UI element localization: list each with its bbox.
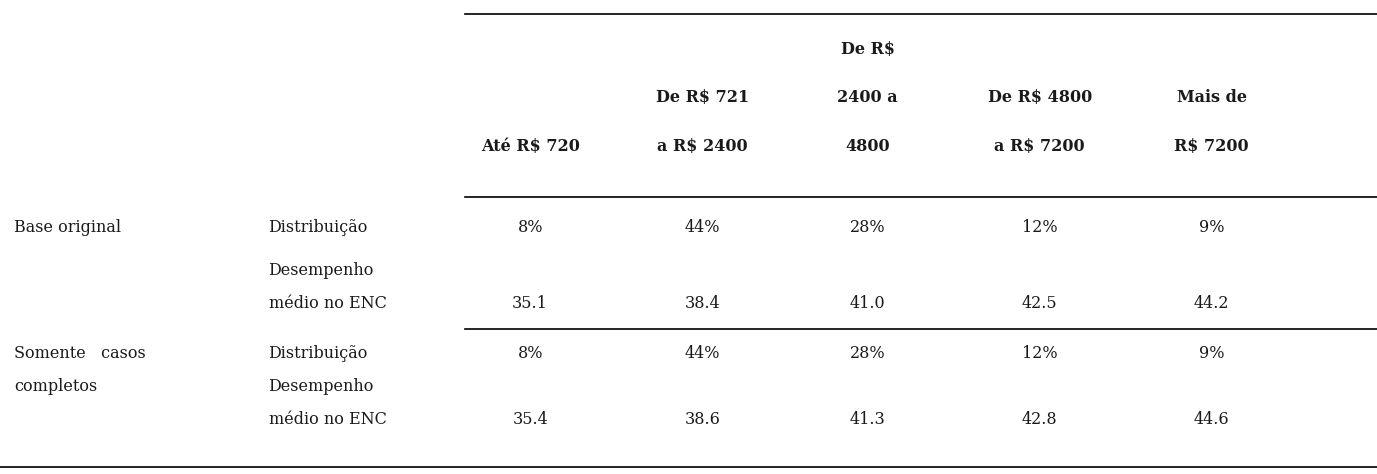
Text: 38.6: 38.6 <box>684 411 720 428</box>
Text: Mais de: Mais de <box>1177 89 1246 106</box>
Text: Desempenho: Desempenho <box>269 262 375 279</box>
Text: 9%: 9% <box>1199 219 1224 236</box>
Text: 44%: 44% <box>684 219 720 236</box>
Text: 41.0: 41.0 <box>850 295 885 312</box>
Text: 41.3: 41.3 <box>850 411 885 428</box>
Text: médio no ENC: médio no ENC <box>269 411 387 428</box>
Text: 12%: 12% <box>1022 345 1058 362</box>
Text: 28%: 28% <box>850 345 885 362</box>
Text: 35.1: 35.1 <box>512 295 548 312</box>
Text: Distribuição: Distribuição <box>269 219 368 236</box>
Text: médio no ENC: médio no ENC <box>269 295 387 312</box>
Text: completos: completos <box>14 378 96 395</box>
Text: 2400 a: 2400 a <box>837 89 898 106</box>
Text: 44.2: 44.2 <box>1194 295 1230 312</box>
Text: 8%: 8% <box>518 345 543 362</box>
Text: 35.4: 35.4 <box>512 411 548 428</box>
Text: Somente   casos: Somente casos <box>14 345 146 362</box>
Text: De R$ 721: De R$ 721 <box>655 89 749 106</box>
Text: a R$ 7200: a R$ 7200 <box>994 138 1085 155</box>
Text: 8%: 8% <box>518 219 543 236</box>
Text: 44.6: 44.6 <box>1194 411 1230 428</box>
Text: Base original: Base original <box>14 219 121 236</box>
Text: 44%: 44% <box>684 345 720 362</box>
Text: a R$ 2400: a R$ 2400 <box>657 138 748 155</box>
Text: Distribuição: Distribuição <box>269 345 368 362</box>
Text: 9%: 9% <box>1199 345 1224 362</box>
Text: R$ 7200: R$ 7200 <box>1175 138 1249 155</box>
Text: De R$: De R$ <box>840 41 895 58</box>
Text: 28%: 28% <box>850 219 885 236</box>
Text: Até R$ 720: Até R$ 720 <box>481 138 580 155</box>
Text: De R$ 4800: De R$ 4800 <box>987 89 1092 106</box>
Text: 42.5: 42.5 <box>1022 295 1058 312</box>
Text: 12%: 12% <box>1022 219 1058 236</box>
Text: 38.4: 38.4 <box>684 295 720 312</box>
Text: 42.8: 42.8 <box>1022 411 1058 428</box>
Text: 4800: 4800 <box>845 138 890 155</box>
Text: Desempenho: Desempenho <box>269 378 375 395</box>
